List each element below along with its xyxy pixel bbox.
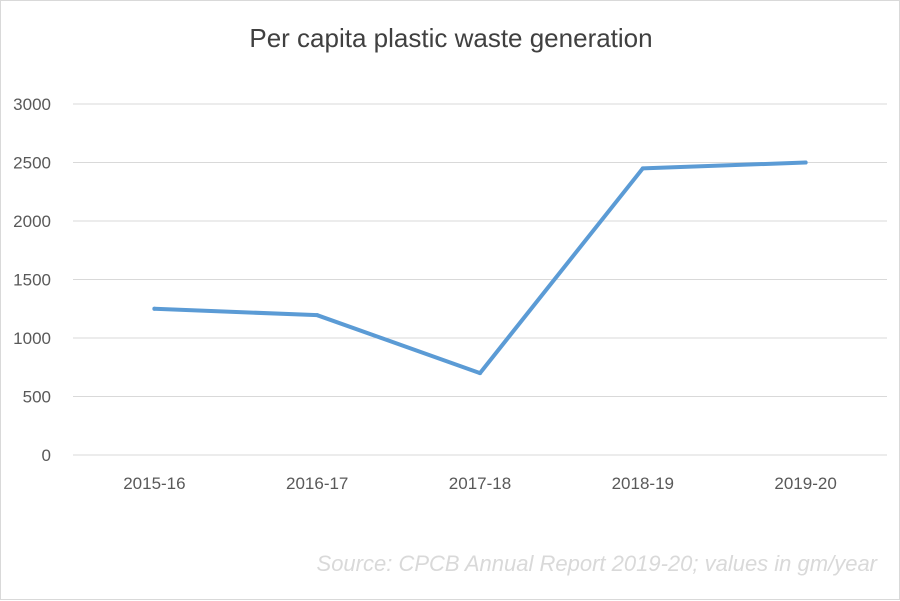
gridlines bbox=[73, 103, 887, 456]
x-tick-label: 2015-16 bbox=[123, 474, 185, 493]
y-tick-label: 1000 bbox=[13, 329, 51, 348]
x-tick-label: 2018-19 bbox=[612, 474, 674, 493]
data-point bbox=[640, 166, 645, 171]
y-axis-tick-labels: 0 500 1000 1500 2000 2500 3000 bbox=[13, 95, 51, 465]
series-line bbox=[152, 160, 808, 376]
x-tick-label: 2019-20 bbox=[774, 474, 836, 493]
x-tick-label: 2017-18 bbox=[449, 474, 511, 493]
x-tick-label: 2016-17 bbox=[286, 474, 348, 493]
x-axis-tick-labels: 2015-16 2016-17 2017-18 2018-19 2019-20 bbox=[123, 474, 837, 493]
chart-title: Per capita plastic waste generation bbox=[249, 23, 653, 53]
series-layer bbox=[152, 160, 808, 376]
y-tick-label: 0 bbox=[42, 446, 51, 465]
data-point bbox=[152, 306, 157, 311]
y-tick-label: 2000 bbox=[13, 212, 51, 231]
data-point bbox=[803, 160, 808, 165]
y-tick-label: 3000 bbox=[13, 95, 51, 114]
data-point bbox=[315, 313, 320, 318]
source-note: Source: CPCB Annual Report 2019-20; valu… bbox=[316, 551, 877, 576]
y-tick-label: 2500 bbox=[13, 154, 51, 173]
y-tick-label: 500 bbox=[23, 388, 51, 407]
y-tick-label: 1500 bbox=[13, 271, 51, 290]
data-point bbox=[478, 371, 482, 376]
